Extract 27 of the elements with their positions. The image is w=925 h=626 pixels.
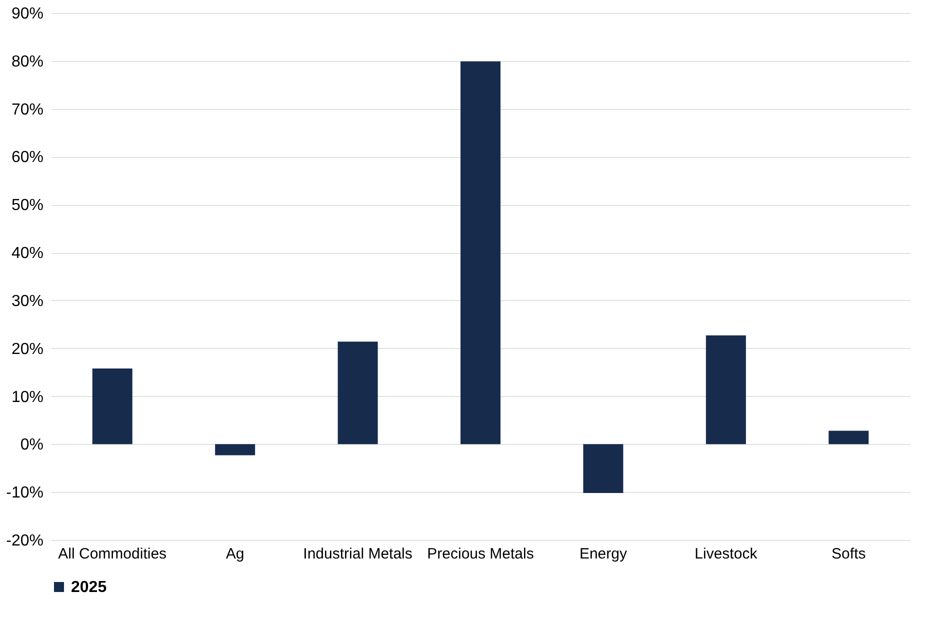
y-tick-label: 0% [20, 436, 44, 454]
x-tick-label: Industrial Metals [303, 546, 412, 562]
y-tick-label: 80% [11, 53, 44, 70]
y-tick-label: 30% [11, 292, 44, 310]
y-tick-label: -10% [6, 484, 44, 502]
x-tick-label: Softs [832, 546, 866, 562]
y-tick-label: 50% [11, 197, 44, 214]
y-tick-label: 60% [11, 149, 44, 166]
bar [215, 444, 256, 456]
bar [828, 430, 869, 444]
y-tick-label: -20% [6, 532, 44, 550]
bar [338, 342, 378, 444]
x-tick-label: Livestock [694, 546, 758, 562]
bar [706, 335, 746, 444]
x-tick-label: All Commodities [58, 546, 167, 562]
bar [92, 368, 132, 444]
x-tick-label: Precious Metals [427, 546, 534, 562]
y-tick-label: 20% [11, 340, 44, 358]
x-tick-label: Ag [226, 546, 244, 562]
x-tick-label: Energy [579, 546, 628, 562]
bar [583, 444, 624, 494]
legend-label: 2025 [71, 579, 107, 596]
y-tick-label: 40% [11, 245, 44, 262]
y-tick-label: 90% [11, 6, 44, 22]
bar [460, 61, 500, 444]
y-tick-label: 10% [11, 388, 44, 406]
y-tick-label: 70% [11, 101, 44, 118]
